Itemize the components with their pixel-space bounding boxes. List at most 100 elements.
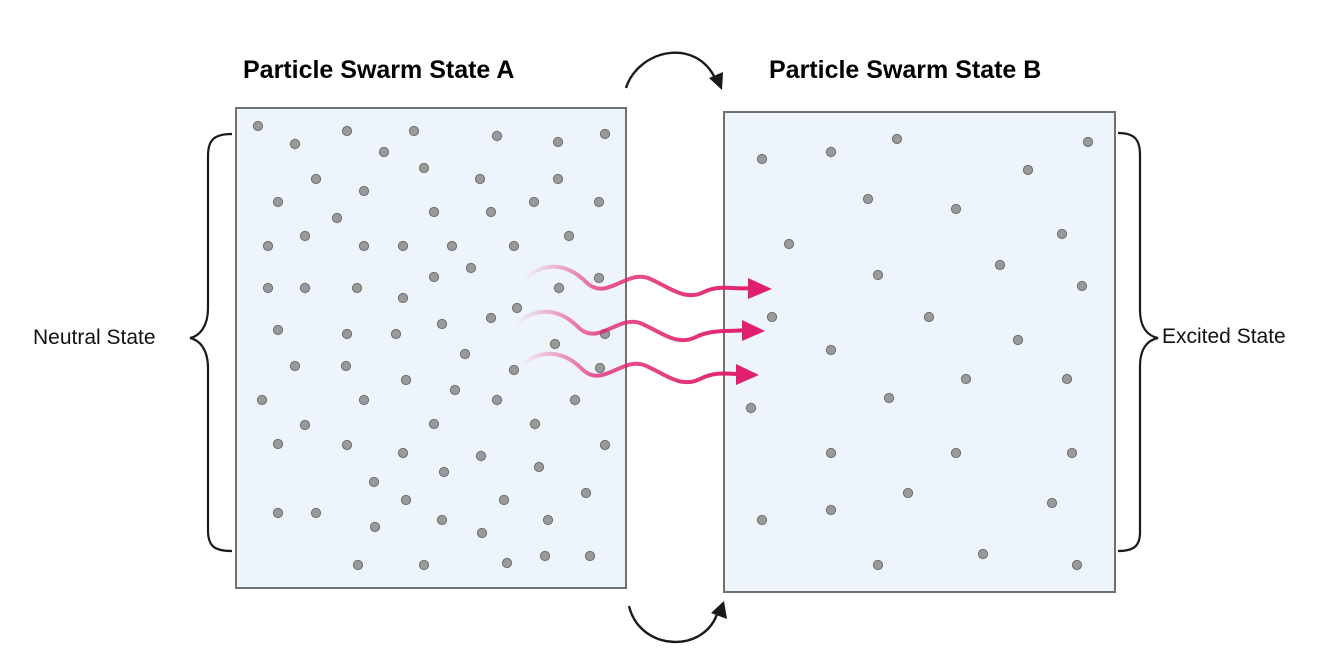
- particle: [272, 507, 284, 519]
- particle: [533, 461, 545, 473]
- particle: [977, 548, 989, 560]
- particle: [428, 271, 440, 283]
- particle: [390, 328, 402, 340]
- particle: [872, 559, 884, 571]
- particle: [459, 348, 471, 360]
- particle: [511, 302, 523, 314]
- particle: [491, 394, 503, 406]
- particle: [418, 559, 430, 571]
- particle: [593, 272, 605, 284]
- particle: [756, 514, 768, 526]
- particle: [378, 146, 390, 158]
- particle: [1076, 280, 1088, 292]
- particle: [352, 559, 364, 571]
- particle: [436, 514, 448, 526]
- particle: [594, 362, 606, 374]
- particle: [351, 282, 363, 294]
- particle: [825, 344, 837, 356]
- particle: [289, 360, 301, 372]
- panel-state-b: [723, 111, 1116, 593]
- particle: [542, 514, 554, 526]
- particle: [369, 521, 381, 533]
- particle: [289, 138, 301, 150]
- particle: [341, 125, 353, 137]
- particle: [446, 240, 458, 252]
- particle: [569, 394, 581, 406]
- right-brace: [1117, 131, 1159, 553]
- particle: [449, 384, 461, 396]
- particle: [262, 282, 274, 294]
- particle: [872, 269, 884, 281]
- particle: [272, 438, 284, 450]
- title-state-b: Particle Swarm State B: [769, 56, 1042, 84]
- particle: [549, 338, 561, 350]
- particle: [341, 328, 353, 340]
- particle: [436, 318, 448, 330]
- particle: [474, 173, 486, 185]
- particle: [529, 418, 541, 430]
- particle: [756, 153, 768, 165]
- label-neutral-state: Neutral State: [33, 326, 156, 349]
- wavy-arrows: [514, 264, 754, 385]
- wave-arrowhead: [736, 364, 759, 385]
- particle: [960, 373, 972, 385]
- particle: [485, 312, 497, 324]
- title-state-a: Particle Swarm State A: [243, 56, 515, 84]
- particle: [593, 196, 605, 208]
- particle: [340, 360, 352, 372]
- particle: [408, 125, 420, 137]
- particle: [1046, 497, 1058, 509]
- particle: [476, 527, 488, 539]
- particle: [1066, 447, 1078, 459]
- particle: [310, 507, 322, 519]
- particle: [498, 494, 510, 506]
- particle: [1012, 334, 1024, 346]
- wavy-arrow-icon: [518, 351, 740, 385]
- particle: [331, 212, 343, 224]
- particle: [428, 206, 440, 218]
- particle: [825, 447, 837, 459]
- particle: [475, 450, 487, 462]
- particle: [1056, 228, 1068, 240]
- particle: [1022, 164, 1034, 176]
- particle: [552, 173, 564, 185]
- particle: [994, 259, 1006, 271]
- particle: [368, 476, 380, 488]
- wave-arrowhead: [748, 278, 772, 299]
- particle: [358, 394, 370, 406]
- particle: [552, 136, 564, 148]
- particle: [491, 130, 503, 142]
- particle: [599, 439, 611, 451]
- particles-state-b: [745, 133, 1094, 571]
- curved-arrow-up-icon: [627, 601, 727, 644]
- particle: [766, 311, 778, 323]
- label-excited-state: Excited State: [1162, 325, 1286, 348]
- particle: [553, 282, 565, 294]
- particle: [923, 311, 935, 323]
- panel-state-a: [235, 107, 627, 589]
- particle: [508, 364, 520, 376]
- particle: [745, 402, 757, 414]
- particle: [400, 494, 412, 506]
- particle: [358, 240, 370, 252]
- particle: [310, 173, 322, 185]
- particle: [539, 550, 551, 562]
- particle: [783, 238, 795, 250]
- particle: [528, 196, 540, 208]
- particle: [825, 146, 837, 158]
- curved-arrow-right-icon: [624, 51, 723, 90]
- particle: [397, 240, 409, 252]
- particle: [584, 550, 596, 562]
- particle: [252, 120, 264, 132]
- wavy-arrow-icon: [514, 309, 748, 343]
- particle: [902, 487, 914, 499]
- particle: [883, 392, 895, 404]
- particle: [397, 292, 409, 304]
- wave-arrowhead: [742, 320, 765, 341]
- particle: [508, 240, 520, 252]
- particle: [501, 557, 513, 569]
- particle: [891, 133, 903, 145]
- particle: [272, 196, 284, 208]
- particle: [438, 466, 450, 478]
- wavy-arrow-icon: [522, 264, 754, 298]
